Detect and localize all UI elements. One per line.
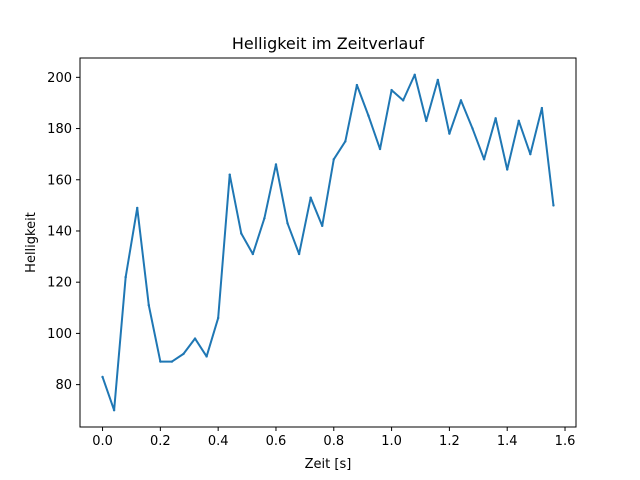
data-point	[216, 316, 220, 320]
data-point	[240, 232, 243, 235]
x-tick-label: 0.4	[208, 434, 229, 449]
data-point	[274, 163, 278, 166]
x-tick-label: 0.6	[266, 434, 287, 449]
data-point	[112, 409, 116, 412]
chart-title: Helligkeit im Zeitverlauf	[232, 34, 425, 53]
data-point	[436, 78, 440, 82]
data-point	[401, 99, 405, 102]
x-axis-label: Zeit [s]	[305, 457, 352, 472]
series-line	[101, 73, 555, 412]
data-point	[344, 140, 347, 143]
series-group	[101, 73, 555, 412]
data-point	[552, 204, 555, 207]
data-point	[482, 158, 486, 161]
y-axis-label: Helligkeit	[24, 212, 39, 273]
x-tick-label: 0.0	[92, 434, 113, 449]
y-tick-label: 80	[55, 378, 72, 393]
data-point	[228, 173, 231, 176]
y-tick-label: 100	[47, 327, 72, 342]
data-point	[529, 152, 532, 156]
y-tick-label: 160	[47, 173, 72, 188]
data-point	[425, 119, 428, 123]
data-point	[378, 147, 382, 151]
y-tick-label: 200	[47, 71, 72, 86]
data-point	[101, 375, 104, 379]
data-point	[263, 216, 266, 220]
data-point	[309, 196, 312, 199]
data-point	[136, 206, 139, 210]
x-tick-label: 1.6	[555, 434, 576, 449]
data-point	[170, 360, 174, 363]
data-point	[367, 114, 370, 117]
data-point	[413, 73, 416, 76]
x-tick-label: 0.8	[323, 434, 344, 449]
data-point	[159, 360, 162, 363]
y-axis-ticks: 80 100 120 140 160 180 200	[47, 71, 80, 393]
data-point	[459, 99, 463, 102]
data-point	[540, 106, 544, 110]
data-point	[205, 355, 208, 358]
data-point	[147, 304, 150, 307]
y-tick-label: 120	[47, 276, 72, 291]
data-point	[517, 119, 520, 123]
x-tick-label: 1.0	[381, 434, 402, 449]
plot-frame	[79, 57, 577, 428]
data-point	[494, 117, 497, 120]
y-tick-label: 140	[47, 224, 72, 239]
data-point	[321, 224, 324, 228]
x-tick-label: 0.2	[150, 434, 171, 449]
data-point	[448, 132, 451, 135]
x-tick-label: 1.2	[439, 434, 460, 449]
data-point	[355, 83, 359, 87]
data-point	[182, 352, 185, 356]
data-point	[506, 168, 509, 171]
data-point	[251, 252, 255, 256]
y-tick-label: 180	[47, 122, 72, 137]
x-axis-ticks: 0.0 0.2 0.4 0.6 0.8 1.0 1.2 1.4 1.6	[92, 427, 575, 449]
plot-area	[79, 57, 577, 428]
data-point	[124, 275, 127, 279]
data-point	[297, 252, 301, 256]
data-point	[390, 88, 393, 92]
data-point	[193, 337, 197, 340]
data-point	[332, 158, 335, 161]
data-point	[471, 127, 474, 130]
x-tick-label: 1.4	[497, 434, 518, 449]
data-point	[286, 222, 289, 225]
